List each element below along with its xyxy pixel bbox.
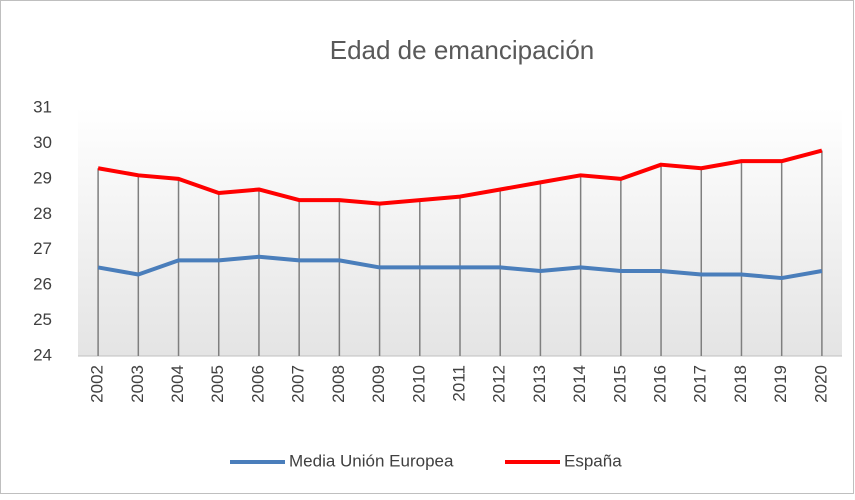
x-tick-label: 2014	[570, 365, 589, 403]
y-tick-label: 31	[33, 97, 52, 116]
x-tick-label: 2015	[610, 365, 629, 403]
x-tick-label: 2010	[409, 365, 428, 403]
x-tick-label: 2006	[248, 365, 267, 403]
legend-label: Media Unión Europea	[289, 451, 454, 470]
x-tick-label: 2020	[811, 365, 830, 403]
y-tick-label: 27	[33, 239, 52, 258]
x-tick-label: 2016	[651, 365, 670, 403]
x-tick-label: 2019	[771, 365, 790, 403]
series-line	[97, 254, 823, 281]
y-tick-label: 30	[33, 133, 52, 152]
y-tick-label: 26	[33, 275, 52, 294]
x-tick-label: 2018	[731, 365, 750, 403]
x-tick-label: 2005	[208, 365, 227, 403]
x-tick-label: 2008	[329, 365, 348, 403]
x-tick-label: 2007	[289, 365, 308, 403]
x-tick-label: 2017	[691, 365, 710, 403]
y-tick-label: 28	[33, 204, 52, 223]
x-tick-label: 2011	[449, 365, 468, 402]
x-tick-label: 2013	[530, 365, 549, 403]
x-tick-label: 2003	[128, 365, 147, 403]
series-line	[97, 148, 823, 206]
legend-label: España	[564, 451, 622, 470]
x-tick-label: 2002	[88, 365, 107, 403]
x-tick-label: 2009	[369, 365, 388, 403]
y-tick-label: 24	[33, 345, 52, 364]
y-tick-label: 29	[33, 168, 52, 187]
x-tick-label: 2004	[168, 365, 187, 403]
chart-title: Edad de emancipación	[330, 35, 595, 65]
y-tick-label: 25	[33, 310, 52, 329]
x-tick-label: 2012	[490, 365, 509, 403]
